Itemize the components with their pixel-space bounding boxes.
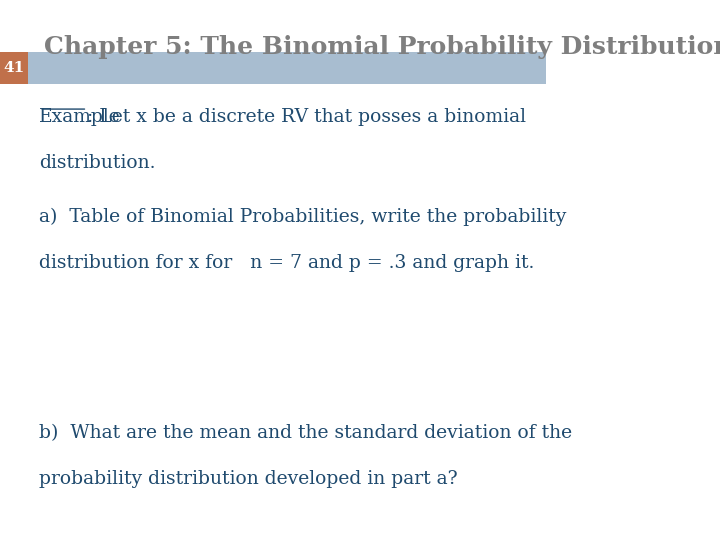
Text: Example: Example <box>40 108 121 126</box>
Text: Chapter 5: The Binomial Probability Distribution: Chapter 5: The Binomial Probability Dist… <box>44 35 720 59</box>
Text: distribution for x for   n = 7 and p = .3 and graph it.: distribution for x for n = 7 and p = .3 … <box>40 254 535 272</box>
Text: a)  Table of Binomial Probabilities, write the probability: a) Table of Binomial Probabilities, writ… <box>40 208 567 226</box>
Text: probability distribution developed in part a?: probability distribution developed in pa… <box>40 470 458 488</box>
Text: distribution.: distribution. <box>40 154 156 172</box>
Text: b)  What are the mean and the standard deviation of the: b) What are the mean and the standard de… <box>40 424 572 442</box>
Text: 41: 41 <box>4 61 24 75</box>
FancyBboxPatch shape <box>0 52 28 84</box>
FancyBboxPatch shape <box>0 52 546 84</box>
Text: : Let x be a discrete RV that posses a binomial: : Let x be a discrete RV that posses a b… <box>87 108 526 126</box>
